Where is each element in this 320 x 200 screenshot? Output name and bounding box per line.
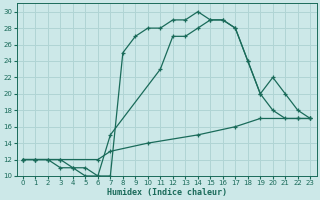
X-axis label: Humidex (Indice chaleur): Humidex (Indice chaleur) [107, 188, 227, 197]
